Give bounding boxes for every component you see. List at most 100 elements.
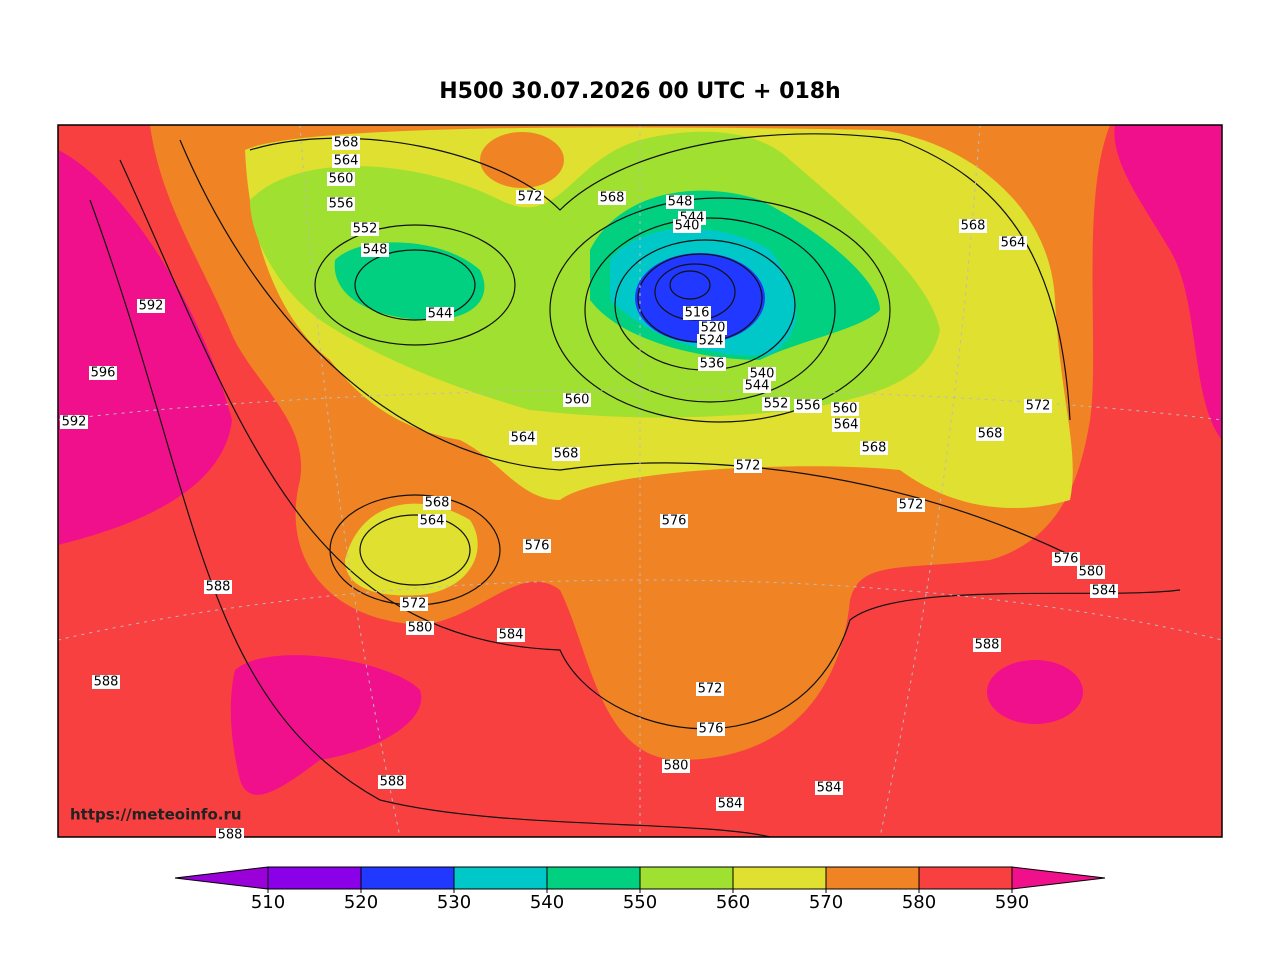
contour-label-box (743, 379, 771, 393)
contour-label-box (361, 243, 389, 257)
contour-label: 596 (91, 366, 116, 381)
contour-label-box (1024, 399, 1052, 413)
contour-label-box (332, 136, 360, 150)
contour-label: 564 (1001, 236, 1026, 251)
contour-label-box (378, 775, 406, 789)
contour-label: 576 (699, 722, 724, 737)
contour-label: 520 (701, 321, 726, 336)
contour-label-box (1052, 552, 1080, 566)
contour-label: 560 (833, 402, 858, 417)
contour-label-box (683, 306, 711, 320)
contour-label: 592 (62, 415, 87, 430)
contour-label-box (748, 367, 776, 381)
contour-label: 584 (499, 628, 524, 643)
colorbar-over (1011, 866, 1106, 890)
contour-label: 540 (750, 367, 775, 382)
contour-label-box (552, 447, 580, 461)
contour-label: 548 (668, 195, 693, 210)
contour-label-box (418, 514, 446, 528)
contour-label: 516 (685, 306, 710, 321)
contour-label: 564 (334, 154, 359, 169)
contour-label-box (216, 828, 244, 842)
contour-label: 536 (700, 357, 725, 372)
contour-label-box (734, 459, 762, 473)
contour-label: 524 (699, 334, 724, 349)
contour-label: 568 (554, 447, 579, 462)
contour-label-box (327, 197, 355, 211)
contour-label: 564 (420, 514, 445, 529)
title: H500 30.07.2026 00 UTC + 018h (439, 79, 840, 104)
contour-label: 568 (334, 136, 359, 151)
contour-label: 576 (1054, 552, 1079, 567)
contour-label: 584 (1092, 584, 1117, 599)
contour-label-box (716, 797, 744, 811)
colorbar-tick-label: 540 (530, 892, 564, 913)
contour-label: 560 (329, 172, 354, 187)
contour-label: 572 (402, 597, 427, 612)
contour-label: 584 (817, 781, 842, 796)
colorbar-tick-label: 590 (995, 892, 1029, 913)
contour-label: 572 (698, 682, 723, 697)
contour-label: 568 (600, 191, 625, 206)
colorbar-segment (639, 866, 734, 890)
contour-label: 568 (862, 441, 887, 456)
colorbar-segment (267, 866, 362, 890)
contour-label: 556 (329, 197, 354, 212)
contour-label: 544 (745, 379, 770, 394)
contour-label-box (204, 580, 232, 594)
contour-label: 576 (525, 539, 550, 554)
colorbar-tick-label: 550 (623, 892, 657, 913)
contour-label-box (516, 190, 544, 204)
contour-label-box (762, 397, 790, 411)
contour-label-box (794, 399, 822, 413)
contour-label-box (523, 539, 551, 553)
colorbar-segment (825, 866, 920, 890)
contour-label: 580 (1079, 565, 1104, 580)
contour-label-box (815, 781, 843, 795)
contour-label: 564 (834, 418, 859, 433)
contour-label-box (831, 402, 859, 416)
contour-label-box (327, 172, 355, 186)
colorbar-tick-label: 580 (902, 892, 936, 913)
colorbar-under (174, 866, 269, 890)
contour-label-box (1090, 584, 1118, 598)
contour-label: 572 (518, 190, 543, 205)
contour-label-box (673, 219, 701, 233)
contour-label: 584 (718, 797, 743, 812)
contour-label-box (400, 597, 428, 611)
contour-label: 544 (428, 307, 453, 322)
contour-label-box (509, 431, 537, 445)
contour-label-box (976, 427, 1004, 441)
colorbar-segment (453, 866, 548, 890)
contour-label-box (332, 154, 360, 168)
contour-label-box (598, 191, 626, 205)
contour-label-box (351, 222, 379, 236)
colorbar-tick-label: 560 (716, 892, 750, 913)
contour-label: 552 (764, 397, 789, 412)
colorbar-segment (546, 866, 641, 890)
contour-label: 552 (353, 222, 378, 237)
contour-label: 564 (511, 431, 536, 446)
contour-label-box (497, 628, 525, 642)
colorbar-tick-label: 510 (251, 892, 285, 913)
contour-label: 568 (978, 427, 1003, 442)
contour-label: 576 (662, 514, 687, 529)
contour-label: 580 (408, 621, 433, 636)
contour-label-box (426, 307, 454, 321)
colorbar-segment (918, 866, 1013, 890)
contour-label-box (697, 334, 725, 348)
contour-label: 572 (1026, 399, 1051, 414)
map-frame (57, 124, 1223, 838)
contour-label-box (696, 682, 724, 696)
contour-label-box (666, 195, 694, 209)
contour-label: 580 (664, 759, 689, 774)
contour-label-box (137, 299, 165, 313)
contour-label-box (60, 415, 88, 429)
contour-label: 588 (975, 638, 1000, 653)
contour-label-box (698, 357, 726, 371)
watermark: https://meteoinfo.ru (70, 806, 242, 824)
contour-label-box (406, 621, 434, 635)
contour-label: 548 (363, 243, 388, 258)
